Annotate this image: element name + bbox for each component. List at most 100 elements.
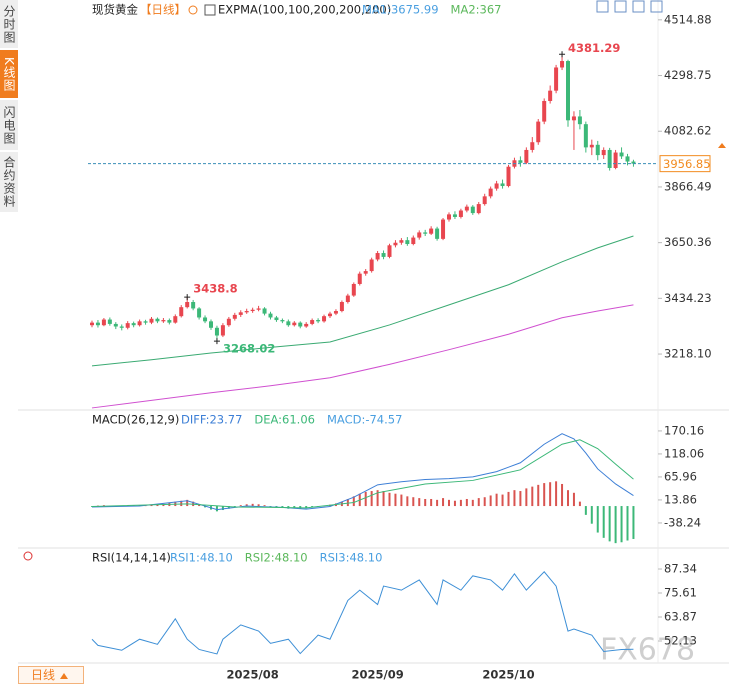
macd-bar (626, 506, 629, 541)
period-button-icon (59, 672, 68, 679)
candle-body (310, 320, 315, 324)
candle-body (530, 142, 535, 150)
legend-label: RSI2:48.10 (245, 551, 308, 565)
candle-body (464, 206, 469, 211)
period-button[interactable]: 日线 (18, 666, 84, 684)
macd-bar (257, 504, 260, 507)
macd-bar (448, 499, 450, 507)
candle-body (173, 316, 178, 323)
candle-body (185, 302, 190, 308)
candle-body (417, 232, 422, 238)
candle-body (482, 196, 487, 205)
candle-body (143, 321, 148, 323)
macd-bar (596, 506, 599, 533)
macd-bar (227, 506, 230, 509)
candle-body (518, 160, 523, 163)
candle-body (470, 206, 475, 214)
y-tick-label: 87.34 (664, 562, 697, 576)
macd-bar (102, 505, 105, 507)
candle-body (328, 313, 332, 317)
macd-bar (269, 506, 272, 507)
tab[interactable]: K线图 (0, 50, 18, 98)
macd-bar (537, 484, 540, 507)
macd-bar (525, 488, 528, 507)
candle-body (339, 302, 344, 312)
candle-body (119, 326, 124, 328)
macd-bar (424, 498, 427, 507)
candle-body (566, 61, 570, 121)
tab[interactable]: 合约资料 (0, 152, 18, 212)
candle-body (554, 67, 559, 91)
candle-body (560, 61, 565, 68)
candle-body (542, 100, 547, 122)
legend-label: MA2:367 (451, 3, 502, 17)
icon[interactable] (596, 0, 609, 13)
candle-body (458, 210, 463, 217)
candle-body (333, 311, 338, 314)
candle-body (316, 320, 321, 322)
candle-body (357, 273, 362, 284)
candle-body (113, 323, 118, 327)
extreme-marker (213, 338, 220, 345)
macd-bar (590, 506, 593, 524)
macd-bar (150, 504, 153, 507)
y-tick-label: 3866.49 (664, 179, 712, 193)
candle-body (595, 144, 600, 156)
rsi-title: RSI(14,14,14) (92, 551, 171, 565)
macd-bar (430, 498, 433, 507)
candle-body (250, 309, 255, 312)
y-tick-label: -38.24 (664, 515, 701, 529)
macd-bar (263, 505, 266, 507)
candle-body (220, 325, 225, 336)
candle-body (494, 183, 499, 189)
candle-body (256, 308, 261, 310)
macd-bar (584, 506, 587, 515)
rsi-icon[interactable] (23, 551, 33, 561)
candle-body (95, 322, 100, 326)
macd-bar (352, 496, 355, 507)
macd-bar (364, 491, 367, 507)
macd-bar (501, 494, 504, 507)
macd-bar (293, 506, 296, 509)
extreme-label: 4381.29 (568, 41, 620, 55)
indicator-icon[interactable] (204, 4, 216, 16)
candle-body (304, 323, 309, 327)
x-tick-label: 2025/08 (227, 668, 279, 682)
y-tick-label: 3650.36 (664, 235, 712, 249)
macd-bar (477, 498, 480, 507)
macd-bar (221, 506, 224, 511)
candle-body (161, 320, 166, 322)
candle-body (435, 228, 440, 239)
add-icon[interactable] (188, 5, 198, 15)
macd-bar (215, 506, 218, 512)
macd-bar (388, 492, 391, 507)
icon[interactable] (614, 0, 627, 13)
toolbar-icons[interactable] (596, 0, 663, 13)
icon[interactable] (632, 0, 645, 13)
legend-label: RSI3:48.10 (320, 551, 383, 565)
icon[interactable] (650, 0, 663, 13)
candle-body (197, 308, 202, 318)
candle-body (238, 312, 243, 315)
legend-label: MACD:-74.57 (327, 413, 402, 427)
candle-body (548, 90, 553, 101)
macd-bar (394, 493, 397, 507)
candle-body (411, 237, 416, 245)
tab[interactable]: 分时图 (0, 0, 18, 48)
legend-label: MA1:3675.99 (362, 3, 439, 17)
legend-label: DIFF:23.77 (181, 413, 242, 427)
macd-bar (156, 504, 159, 507)
period-button-label: 日线 (31, 668, 56, 682)
tab[interactable]: 闪电图 (0, 100, 18, 150)
macd-bar (198, 504, 201, 507)
candle-body (488, 188, 493, 197)
macd-bar (578, 501, 581, 507)
y-tick-label: 3218.10 (664, 347, 712, 361)
series-line (91, 304, 634, 409)
macd-bar (495, 493, 498, 507)
candle-body (429, 228, 434, 234)
candle-body (381, 253, 386, 257)
macd-bar (614, 506, 617, 544)
candle-body (292, 322, 297, 326)
